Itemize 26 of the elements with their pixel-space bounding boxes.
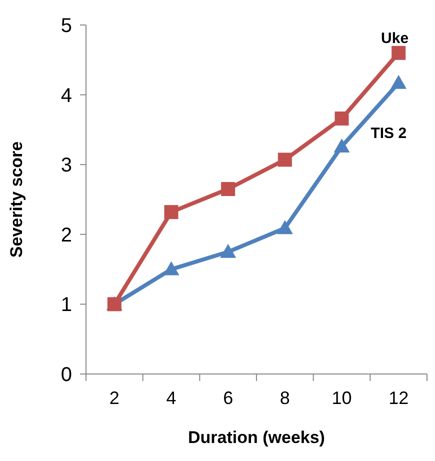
point xyxy=(392,46,406,60)
x-tick-label: 6 xyxy=(223,388,234,408)
y-tick-label: 1 xyxy=(60,294,72,316)
point xyxy=(163,261,180,276)
x-tick-label: 12 xyxy=(388,388,409,408)
x-tick-label: 4 xyxy=(166,388,176,408)
x-tick-label: 2 xyxy=(109,388,120,408)
point xyxy=(221,182,236,196)
series-label: Uke xyxy=(381,30,409,47)
x-tick-label: 8 xyxy=(280,388,290,408)
point xyxy=(334,112,349,126)
x-tick-label: 10 xyxy=(332,388,352,408)
y-tick-label: 0 xyxy=(60,364,72,386)
point xyxy=(334,138,350,152)
y-axis-title: Severity score xyxy=(7,141,26,258)
y-tick-label: 3 xyxy=(60,154,72,177)
point xyxy=(220,244,236,258)
point xyxy=(164,205,178,220)
point xyxy=(390,74,407,89)
y-tick-label: 2 xyxy=(60,224,72,246)
point xyxy=(276,220,293,234)
point xyxy=(278,152,292,167)
series-label: TIS 2 xyxy=(370,124,407,142)
x-axis-title: Duration (weeks) xyxy=(188,428,325,447)
y-tick-label: 5 xyxy=(60,15,72,37)
y-tick-label: 4 xyxy=(60,84,72,107)
